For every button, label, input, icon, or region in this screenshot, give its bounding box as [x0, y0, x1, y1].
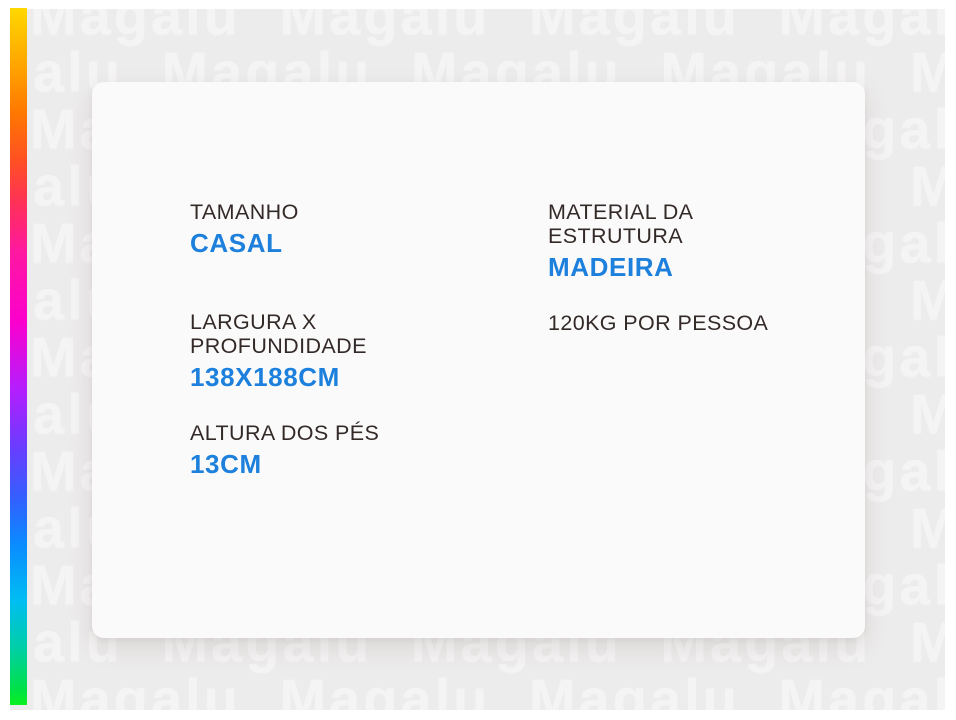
- watermark-row: Magalu Magalu Magalu Magalu Magalu Magal…: [30, 9, 945, 46]
- spec-item-label: ALTURA DOS PÉS: [190, 421, 380, 445]
- spec-item-value: CASAL: [190, 228, 283, 258]
- spec-item: MATERIAL DA ESTRUTURA MADEIRA: [548, 200, 693, 281]
- spec-card: TAMANHO CASAL LARGURA X PROFUNDIDADE 138X18…: [92, 82, 865, 638]
- spec-item-value: 138X188CM: [190, 362, 340, 392]
- spec-item-label: MATERIAL DA ESTRUTURA: [548, 200, 694, 248]
- spec-item: TAMANHO CASAL: [190, 200, 299, 257]
- watermark-row: Magalu Magalu Magalu Magalu Magalu Magal…: [30, 667, 945, 711]
- spec-item: 120KG POR PESSOA: [548, 311, 768, 335]
- spec-column-left: TAMANHO CASAL LARGURA X PROFUNDIDADE 138X18…: [190, 82, 520, 638]
- spec-item: ALTURA DOS PÉS 13CM: [190, 421, 379, 478]
- spec-item-value: 13CM: [190, 449, 262, 479]
- spec-item-label: TAMANHO: [190, 200, 299, 224]
- spec-column-right: MATERIAL DA ESTRUTURA MADEIRA 120KG POR PE…: [548, 82, 878, 638]
- spec-item-value: MADEIRA: [548, 252, 674, 282]
- spec-item: LARGURA X PROFUNDIDADE 138X188CM: [190, 310, 367, 391]
- spec-item-label: 120KG POR PESSOA: [548, 311, 769, 335]
- rainbow-brand-stripe: [10, 8, 27, 705]
- spec-item-label: LARGURA X PROFUNDIDADE: [190, 310, 367, 358]
